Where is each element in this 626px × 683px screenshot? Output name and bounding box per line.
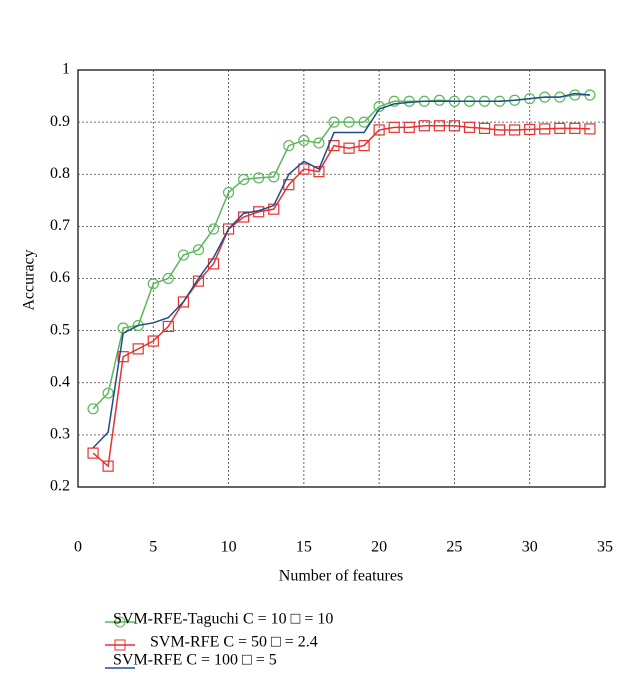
point-marker [132, 319, 144, 332]
point-marker [388, 95, 400, 107]
point-marker [177, 249, 189, 261]
point-marker [268, 171, 280, 183]
point-marker [147, 335, 159, 347]
y-tick-label: 0.5 [50, 321, 70, 338]
x-axis-label: Number of features [279, 568, 403, 585]
point-marker [238, 211, 250, 223]
x-tick-label: 0 [74, 539, 82, 556]
legend-label: SVM-RFE-Taguchi C = 10 □ = 10 [113, 611, 333, 628]
x-tick-label: 35 [597, 539, 613, 556]
point-marker [569, 122, 581, 134]
point-marker [448, 120, 461, 132]
point-marker [87, 403, 99, 415]
x-tick-label: 30 [522, 539, 538, 556]
y-axis-label: Accuracy [21, 249, 38, 310]
point-marker [283, 139, 295, 152]
legend-marker [114, 639, 126, 651]
point-marker [554, 122, 566, 134]
point-marker [418, 120, 430, 132]
point-marker [373, 124, 385, 136]
y-tick-label: 0.3 [50, 426, 70, 443]
y-tick-label: 0.6 [50, 269, 70, 286]
point-marker [192, 244, 205, 256]
point-marker [358, 139, 370, 152]
point-marker [177, 296, 189, 308]
point-marker [147, 278, 159, 290]
y-tick-label: 0.7 [50, 217, 70, 234]
point-marker [373, 100, 385, 113]
point-marker [87, 447, 99, 459]
point-marker [238, 173, 250, 186]
y-tick-label: 0.4 [50, 373, 70, 390]
point-marker [584, 123, 596, 135]
point-marker [358, 116, 370, 128]
y-tick-label: 1 [62, 61, 70, 78]
series-line [92, 94, 590, 410]
x-tick-label: 5 [149, 539, 157, 556]
point-marker [313, 166, 325, 178]
point-marker [343, 142, 355, 154]
point-marker [463, 121, 476, 133]
point-marker [494, 124, 506, 136]
point-marker [478, 122, 491, 134]
point-marker [162, 272, 174, 285]
legend-label: SVM-RFE C = 50 □ = 2.4 [150, 634, 318, 651]
point-marker [102, 387, 114, 399]
point-marker [222, 186, 235, 199]
point-marker [207, 223, 220, 235]
point-marker [253, 172, 265, 184]
x-tick-label: 25 [446, 539, 462, 556]
point-marker [433, 94, 445, 106]
point-marker [192, 275, 205, 287]
point-marker [388, 121, 400, 133]
y-tick-label: 0.8 [50, 165, 70, 182]
x-tick-label: 15 [296, 539, 312, 556]
point-marker [509, 124, 521, 136]
x-tick-label: 10 [221, 539, 237, 556]
point-marker [222, 223, 235, 235]
y-tick-label: 0.2 [50, 478, 70, 495]
x-tick-label: 20 [371, 539, 387, 556]
point-marker [313, 137, 325, 149]
point-marker [102, 460, 114, 472]
y-tick-label: 0.9 [50, 113, 70, 130]
point-marker [298, 134, 310, 146]
point-marker [403, 121, 415, 133]
point-marker [117, 351, 129, 363]
point-marker [524, 123, 536, 136]
series-line [92, 125, 590, 468]
legend-label: SVM-RFE C = 100 □ = 5 [113, 652, 277, 669]
point-marker [132, 343, 144, 355]
point-marker [298, 163, 310, 175]
point-marker [539, 123, 551, 135]
legend-marker [114, 616, 126, 628]
series-line [92, 92, 591, 449]
point-marker [162, 320, 174, 333]
point-marker [328, 116, 340, 128]
point-marker [433, 120, 445, 132]
point-marker [343, 116, 355, 128]
